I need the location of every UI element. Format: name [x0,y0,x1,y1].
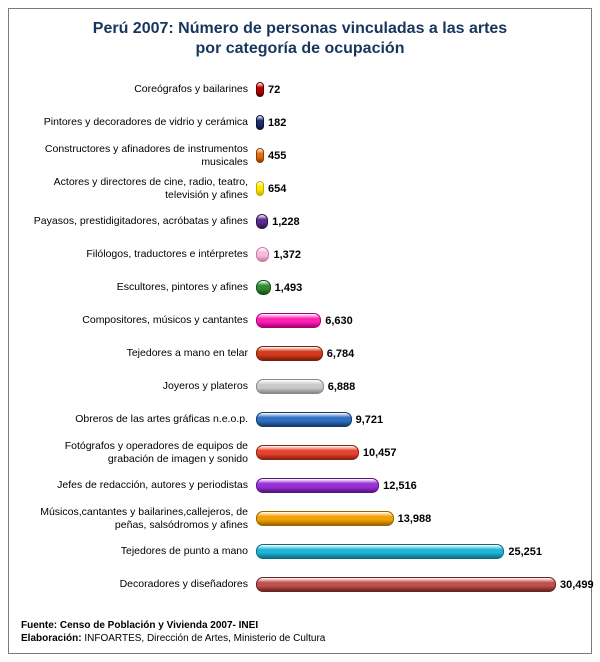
category-label: Compositores, músicos y cantantes [23,314,256,326]
value-label: 72 [264,84,280,96]
bar-row: Decoradores y diseñadores30,499 [23,568,577,601]
category-label: Músicos,cantantes y bailarines,callejero… [23,506,256,530]
value-label: 6,888 [324,381,356,393]
value-label: 455 [264,150,286,162]
footer-elab-value: INFOARTES, Dirección de Artes, Ministeri… [82,633,326,644]
value-label: 1,228 [268,216,300,228]
bar-zone: 6,630 [256,313,577,328]
category-label: Fotógrafos y operadores de equipos de gr… [23,440,256,464]
footer-elab-label: Elaboración: [21,633,82,644]
bar [256,478,379,493]
footer-elab: Elaboración: INFOARTES, Dirección de Art… [21,632,325,645]
bar [256,148,264,163]
bar-zone: 10,457 [256,445,577,460]
value-label: 12,516 [379,480,417,492]
bar-row: Pintores y decoradores de vidrio y cerám… [23,106,577,139]
footer-source: Fuente: Censo de Población y Vivienda 20… [21,619,325,632]
category-label: Jefes de redacción, autores y periodista… [23,479,256,491]
value-label: 1,372 [269,249,301,261]
value-label: 13,988 [394,513,432,525]
bar [256,544,504,559]
category-label: Payasos, prestidigitadores, acróbatas y … [23,215,256,227]
bar-zone: 72 [256,82,577,97]
category-label: Tejedores de punto a mano [23,545,256,557]
bar [256,346,323,361]
title-line-2: por categoría de ocupación [196,40,405,57]
value-label: 25,251 [504,546,542,558]
bar-row: Tejedores de punto a mano 25,251 [23,535,577,568]
bar-zone: 13,988 [256,511,577,526]
bar-rows: Coreógrafos y bailarines 72 Pintores y dec… [23,73,577,601]
bar [256,247,269,262]
bar-zone: 455 [256,148,577,163]
chart-footer: Fuente: Censo de Población y Vivienda 20… [21,619,325,645]
bar-row: Fotógrafos y operadores de equipos de gr… [23,436,577,469]
bar-row: Constructores y afinadores de instrument… [23,139,577,172]
category-label: Obreros de las artes gráficas n.e.o.p. [23,413,256,425]
bar-zone: 1,228 [256,214,577,229]
category-label: Actores y directores de cine, radio, tea… [23,176,256,200]
bar-zone: 1,493 [256,280,577,295]
bar-zone: 12,516 [256,478,577,493]
value-label: 6,784 [323,348,355,360]
bar-row: Joyeros y plateros 6,888 [23,370,577,403]
bar [256,313,321,328]
bar-zone: 654 [256,181,577,196]
chart-title: Perú 2007: Número de personas vinculadas… [23,19,577,59]
value-label: 1,493 [271,282,303,294]
bar [256,577,556,592]
category-label: Constructores y afinadores de instrument… [23,143,256,167]
bar [256,181,264,196]
bar-row: Músicos,cantantes y bailarines,callejero… [23,502,577,535]
value-label: 10,457 [359,447,397,459]
bar-zone: 1,372 [256,247,577,262]
bar-zone: 182 [256,115,577,130]
bar [256,280,271,295]
title-line-1: Perú 2007: Número de personas vinculadas… [93,20,507,37]
category-label: Escultores, pintores y afines [23,281,256,293]
bar-zone: 30,499 [256,577,594,592]
bar-row: Tejedores a mano en telar 6,784 [23,337,577,370]
bar-zone: 9,721 [256,412,577,427]
value-label: 182 [264,117,286,129]
value-label: 30,499 [556,579,594,591]
bar-row: Payasos, prestidigitadores, acróbatas y … [23,205,577,238]
bar [256,379,324,394]
bar [256,445,359,460]
category-label: Filólogos, traductores e intérpretes [23,248,256,260]
category-label: Coreógrafos y bailarines [23,83,256,95]
bar-zone: 6,784 [256,346,577,361]
chart-frame: Perú 2007: Número de personas vinculadas… [8,8,592,654]
bar-row: Escultores, pintores y afines 1,493 [23,271,577,304]
bar-row: Jefes de redacción, autores y periodista… [23,469,577,502]
bar [256,82,264,97]
category-label: Pintores y decoradores de vidrio y cerám… [23,116,256,128]
category-label: Tejedores a mano en telar [23,347,256,359]
bar-row: Actores y directores de cine, radio, tea… [23,172,577,205]
bar [256,214,268,229]
category-label: Decoradores y diseñadores [23,578,256,590]
value-label: 6,630 [321,315,353,327]
bar [256,511,394,526]
bar [256,115,264,130]
bar-row: Coreógrafos y bailarines 72 [23,73,577,106]
bar-row: Obreros de las artes gráficas n.e.o.p. 9,… [23,403,577,436]
value-label: 9,721 [352,414,384,426]
value-label: 654 [264,183,286,195]
bar-row: Compositores, músicos y cantantes 6,630 [23,304,577,337]
category-label: Joyeros y plateros [23,380,256,392]
bar-row: Filólogos, traductores e intérpretes 1,37… [23,238,577,271]
bar-zone: 6,888 [256,379,577,394]
bar-zone: 25,251 [256,544,577,559]
bar [256,412,352,427]
